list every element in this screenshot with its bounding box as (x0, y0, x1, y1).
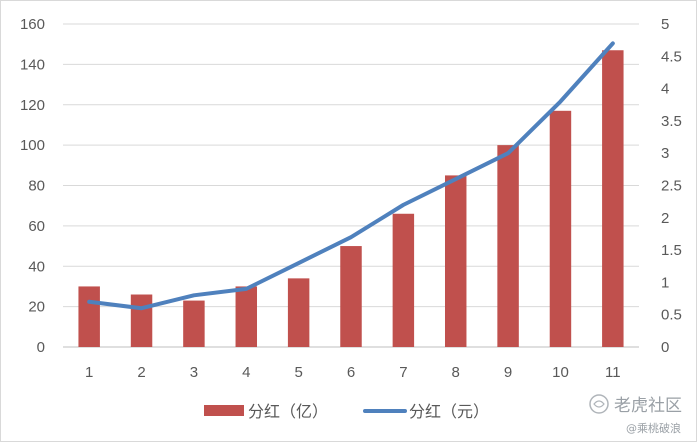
left-tick-label: 80 (28, 178, 45, 195)
watermark-main: 老虎社区 (614, 396, 682, 416)
right-tick-label: 3.5 (661, 113, 682, 130)
right-tick-label: 1.5 (661, 242, 682, 259)
right-tick-label: 3 (661, 145, 669, 162)
right-tick-label: 2 (661, 210, 669, 227)
right-tick-label: 0 (661, 339, 669, 356)
bar (340, 246, 362, 347)
x-tick-label: 11 (605, 364, 621, 381)
left-tick-label: 60 (28, 218, 45, 235)
right-axis-ticks: 0 0.5 1 1.5 2 2.5 3 3.5 4 4.5 5 (661, 16, 682, 356)
bar (392, 213, 415, 347)
right-tick-label: 4.5 (661, 48, 682, 65)
left-tick-label: 0 (37, 339, 45, 356)
bar (235, 286, 258, 347)
bar (549, 110, 572, 348)
right-tick-label: 5 (661, 16, 669, 33)
left-tick-label: 20 (28, 299, 45, 316)
x-tick-label: 4 (242, 364, 250, 381)
legend-line-label: 分红（元） (409, 402, 489, 421)
tiger-logo-icon (589, 394, 609, 414)
x-tick-label: 1 (85, 364, 93, 381)
bar (287, 278, 310, 347)
left-tick-label: 160 (20, 16, 45, 33)
legend-bar-swatch (204, 405, 244, 416)
left-tick-label: 140 (20, 56, 45, 73)
x-tick-label: 8 (452, 364, 460, 381)
x-tick-label: 6 (347, 364, 355, 381)
left-axis-ticks: 0 20 40 60 80 100 120 140 160 (20, 16, 45, 356)
left-tick-label: 120 (20, 97, 45, 114)
watermark: 老虎社区 @乘桃破浪 (589, 394, 682, 435)
left-tick-label: 40 (28, 258, 45, 275)
x-tick-label: 9 (504, 364, 512, 381)
bar (444, 175, 467, 347)
x-axis-ticks: 1 2 3 4 5 6 7 8 9 10 11 (85, 364, 621, 381)
gridlines (63, 23, 639, 348)
x-tick-label: 3 (190, 364, 198, 381)
bar (183, 300, 205, 347)
watermark-sub: @乘桃破浪 (626, 421, 681, 435)
x-tick-label: 2 (137, 364, 145, 381)
x-tick-label: 5 (294, 364, 302, 381)
bar (130, 294, 153, 347)
legend: 分红（亿） 分红（元） (204, 402, 489, 421)
right-tick-label: 0.5 (661, 307, 682, 324)
right-tick-label: 2.5 (661, 178, 682, 195)
bar (497, 145, 519, 347)
x-tick-label: 7 (399, 364, 407, 381)
right-tick-label: 4 (661, 81, 669, 98)
left-tick-label: 100 (20, 137, 45, 154)
bar (78, 286, 100, 347)
bar (602, 50, 624, 348)
right-tick-label: 1 (661, 274, 669, 291)
line-series (87, 41, 615, 311)
series-line (87, 41, 615, 311)
legend-bar-label: 分红（亿） (248, 402, 328, 421)
x-tick-label: 10 (552, 364, 569, 381)
